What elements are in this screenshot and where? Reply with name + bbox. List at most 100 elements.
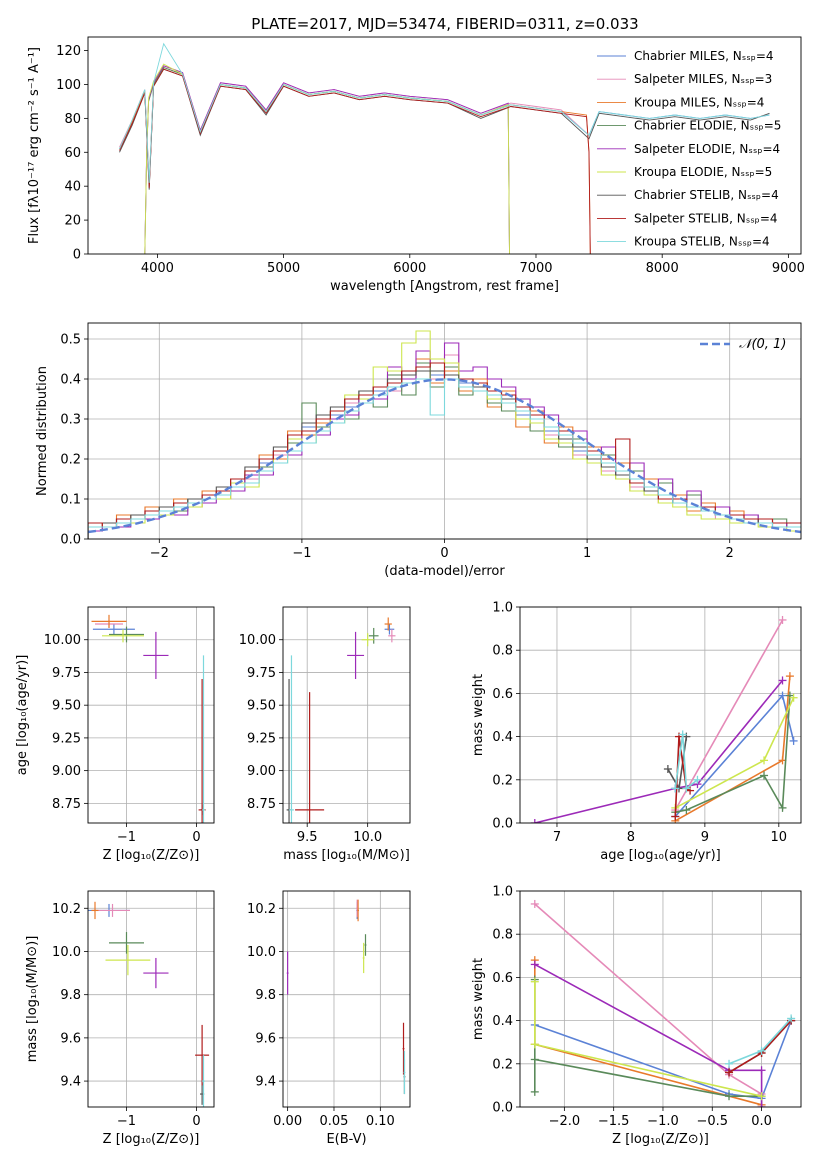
y-tick-label: 0.2 (492, 773, 513, 788)
y-tick-label: 9.4 (255, 1075, 276, 1090)
y-tick-label: 9.6 (255, 1031, 276, 1046)
errorbar-point-salpeter_elodie (143, 957, 169, 989)
y-tick-label: 0.8 (492, 644, 513, 659)
x-tick-label: 7 (553, 830, 561, 845)
plot-area-mass_vs_ebv (286, 899, 406, 1095)
plot-area-age_vs_z (91, 614, 206, 823)
x-tick-label: −1.0 (647, 1114, 679, 1129)
y-tick-label: 9.50 (247, 699, 276, 714)
errorbar-point-kroupa_stelib (202, 1055, 205, 1107)
errorbar-point-chabrier_elodie (109, 932, 144, 954)
y-tick-label: 100 (56, 78, 81, 93)
y-tick-label: 10.2 (247, 902, 276, 917)
y-tick-label: 8.75 (52, 797, 81, 812)
errorbar-point-kroupa_miles (384, 617, 392, 631)
errorbar-point-kroupa_elodie (105, 945, 151, 976)
y-tick-label: 0.5 (60, 333, 81, 348)
errorbar-point-chabrier_elodie (364, 934, 367, 956)
y-tick-label: 0.1 (60, 493, 81, 508)
x-tick-label: 5000 (267, 261, 300, 276)
x-tick-label: 2 (726, 546, 734, 561)
axes-frame (282, 606, 411, 824)
y-tick-label: 9.4 (60, 1075, 81, 1090)
x-axis-label: age [log₁₀(age/yr)] (600, 848, 721, 863)
plus-marker-salpeter_elodie (757, 1066, 766, 1075)
plus-marker-salpeter_elodie (530, 819, 539, 823)
axes-frame (519, 606, 802, 824)
y-tick-label: 0.4 (60, 373, 81, 388)
spectrum-legend: Chabrier MILES, Nₛₛₚ=4 Salpeter MILES, Nₛ… (597, 49, 781, 249)
y-tick-label: 10.0 (52, 945, 81, 960)
plus-marker-chabrier_elodie (778, 803, 787, 812)
legend-label-chabrier_stelib: Chabrier STELIB, Nₛₛₚ=4 (634, 188, 779, 202)
errorbar-point-chabrier_elodie (109, 626, 144, 643)
x-axis-label: E(B-V) (326, 1132, 366, 1147)
x-tick-label: 8000 (646, 261, 679, 276)
plus-marker-kroupa_stelib (671, 784, 680, 793)
weight-line-kroupa_elodie (533, 981, 762, 1097)
plus-marker-kroupa_stelib (725, 1059, 734, 1068)
plus-marker-kroupa_elodie (530, 977, 539, 986)
y-tick-label: 9.6 (60, 1031, 81, 1046)
y-tick-label: 9.75 (247, 666, 276, 681)
y-tick-label: 0.4 (492, 1014, 513, 1029)
y-tick-label: 0 (73, 248, 81, 263)
plus-marker-chabrier_elodie (725, 1092, 734, 1101)
y-axis-label: Flux [fλ10⁻¹⁷ erg cm⁻² s⁻¹ A⁻¹] (27, 47, 42, 244)
weight-line-chabrier_elodie (533, 979, 762, 1097)
errorbar-point-chabrier_miles (384, 624, 395, 635)
plus-marker-salpeter_miles (530, 899, 539, 908)
errorbar-point-kroupa_stelib (289, 655, 294, 823)
plus-marker-kroupa_elodie (760, 756, 769, 765)
y-tick-label: 0.0 (492, 1101, 513, 1116)
axes-frame (519, 890, 802, 1108)
plus-marker-kroupa_stelib (693, 775, 702, 784)
y-axis-label: mass weight (471, 674, 486, 756)
x-tick-label: 8 (627, 830, 635, 845)
y-tick-label: 10.0 (247, 945, 276, 960)
plot-area-age_vs_mass (286, 617, 396, 823)
plot-area-mass_vs_z (88, 901, 210, 1107)
y-tick-label: 0.0 (492, 817, 513, 832)
x-axis-label: Z [log₁₀(Z/Z⊙)] (612, 1132, 709, 1147)
x-tick-label: 0.0 (751, 1114, 772, 1129)
y-tick-label: 0.6 (492, 971, 513, 986)
plus-marker-salpeter_elodie (757, 1103, 766, 1107)
errorbar-point-salpeter_elodie (143, 631, 169, 679)
x-tick-label: 4000 (141, 261, 174, 276)
errorbar-point-salpeter_elodie (347, 631, 365, 679)
legend-label-kroupa_miles: Kroupa MILES, Nₛₛₚ=4 (634, 95, 764, 109)
y-tick-label: 0.6 (492, 687, 513, 702)
errorbar-point-kroupa_elodie (102, 629, 144, 643)
errorbar-point-salpeter_miles (95, 903, 130, 917)
y-tick-label: 9.75 (52, 666, 81, 681)
errorbar-point-kroupa_stelib (202, 655, 205, 823)
panel-mass_vs_z: −1 0 9.4 9.6 9.8 10.0 10.2 Z [log₁₀(Z/Z⊙)] mass … (25, 890, 215, 1147)
y-tick-label: 8.75 (247, 797, 276, 812)
x-tick-label: −1 (117, 1114, 136, 1129)
legend-label-normal: 𝒩(0, 1) (739, 337, 786, 352)
y-tick-label: 0.2 (492, 1057, 513, 1072)
x-tick-label: 7000 (519, 261, 552, 276)
y-tick-label: 9.50 (52, 699, 81, 714)
plus-marker-salpeter_elodie (530, 960, 539, 969)
x-tick-label: 0.05 (320, 1114, 349, 1129)
legend-label-kroupa_stelib: Kroupa STELIB, Nₛₛₚ=4 (634, 235, 770, 249)
y-tick-label: 0.4 (492, 730, 513, 745)
y-tick-label: 80 (64, 112, 81, 127)
axes-frame (87, 606, 215, 824)
spectrum-line-salpeter_miles (119, 65, 590, 183)
errorbar-point-kroupa_elodie (362, 942, 365, 974)
legend-label-salpeter_miles: Salpeter MILES, Nₛₛₚ=3 (634, 72, 772, 86)
x-tick-label: −0.5 (696, 1114, 728, 1129)
panel-residuals: −2 −1 0 1 2 0.0 0.1 0.2 0.3 0.4 0.5 (data-model)/er… (35, 322, 802, 579)
plot-area-weight_vs_z (530, 899, 796, 1107)
panel-spectrum: 4000 5000 6000 7000 8000 9000 0 20 40 60 80 100 120 w… (27, 36, 805, 294)
panel-weight_vs_age: 7 8 9 10 0.0 0.2 0.4 0.6 0.8 1.0 age [log₁₀(age/yr… (471, 601, 802, 863)
spectrum-line-salpeter_elodie (144, 65, 510, 254)
x-tick-label: 10 (771, 830, 788, 845)
weight-line-chabrier_elodie (675, 695, 791, 813)
x-tick-label: −1 (117, 830, 136, 845)
x-tick-label: 0 (192, 1114, 200, 1129)
